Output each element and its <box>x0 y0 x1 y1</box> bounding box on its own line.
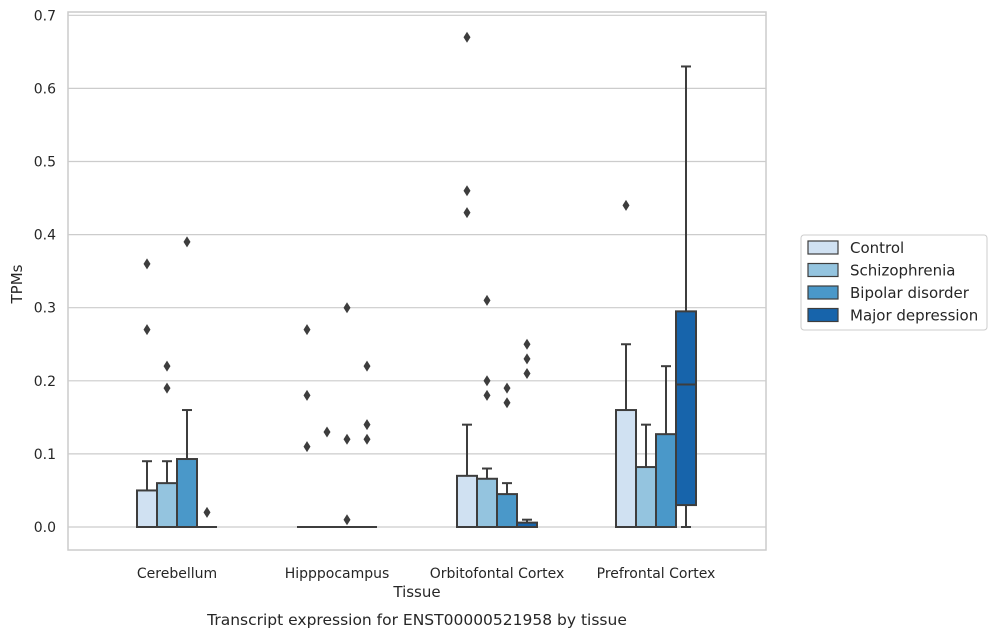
outlier-point <box>523 353 531 365</box>
outlier-point <box>483 389 491 401</box>
y-axis-title: TPMs <box>8 264 26 304</box>
box <box>317 426 337 528</box>
outlier-point <box>463 185 471 197</box>
box <box>197 506 217 528</box>
series-bipolar-disorder <box>176 236 677 529</box>
outlier-point <box>343 514 351 526</box>
y-tick-label: 0.5 <box>34 155 56 171</box>
y-axis-ticks: 0.0 0.1 0.2 0.3 0.4 0.5 0.6 0.7 <box>34 8 56 536</box>
x-axis-title: Tissue <box>392 583 440 601</box>
outlier-point <box>363 419 371 431</box>
legend: Control Schizophrenia Bipolar disorder Majo… <box>800 234 988 331</box>
box <box>176 236 198 528</box>
outlier-point <box>363 360 371 372</box>
legend-label: Major depression <box>850 307 978 325</box>
legend-swatch <box>807 285 839 300</box>
box-body <box>156 482 178 529</box>
x-tick-label: Cerebellum <box>137 566 217 582</box>
outlier-point <box>463 207 471 219</box>
x-tick-label: Hipppocampus <box>285 566 390 582</box>
series-control <box>136 31 637 529</box>
legend-items: Control Schizophrenia Bipolar disorder Majo… <box>807 239 978 325</box>
box-body <box>496 493 518 529</box>
box <box>136 258 158 529</box>
outlier-point <box>343 433 351 445</box>
y-tick-label: 0.2 <box>34 374 56 390</box>
box-body <box>655 433 677 528</box>
y-tick-label: 0.6 <box>34 81 56 97</box>
box-body <box>136 489 158 529</box>
box-body <box>456 474 478 528</box>
outlier-point <box>163 360 171 372</box>
legend-frame <box>800 234 988 331</box>
x-axis-ticks: Cerebellum Hipppocampus Orbitofontal Corte… <box>137 566 715 582</box>
outlier-point <box>503 382 511 394</box>
outlier-point <box>463 31 471 43</box>
legend-swatch <box>807 262 839 278</box>
outlier-point <box>303 324 311 336</box>
series-major-depression <box>197 65 697 529</box>
box <box>156 360 178 529</box>
box-body <box>635 466 657 529</box>
box-body <box>476 477 498 528</box>
box-body <box>176 458 198 528</box>
x-tick-label: Prefrontal Cortex <box>597 566 716 582</box>
y-tick-label: 0.3 <box>34 301 56 317</box>
plot-frame <box>67 11 767 551</box>
outlier-point <box>622 199 630 211</box>
outlier-point <box>523 367 531 379</box>
y-tick-label: 0.4 <box>34 228 56 244</box>
legend-swatch <box>807 307 839 323</box>
outlier-point <box>323 426 331 438</box>
legend-label: Schizophrenia <box>850 262 955 280</box>
outlier-point <box>343 302 351 314</box>
box <box>337 302 357 528</box>
legend-label: Control <box>850 239 904 257</box>
legend-label: Bipolar disorder <box>850 284 970 302</box>
box-groups <box>136 31 697 529</box>
outlier-point <box>203 506 211 518</box>
y-tick-label: 0.1 <box>34 447 56 463</box>
box <box>675 65 697 528</box>
outlier-point <box>303 389 311 401</box>
box <box>615 199 637 529</box>
outlier-point <box>143 324 151 336</box>
box-body <box>675 310 697 507</box>
legend-swatch <box>807 240 839 255</box>
outlier-point <box>483 375 491 387</box>
box-body <box>615 409 637 529</box>
outlier-point <box>483 294 491 306</box>
outlier-point <box>503 397 511 409</box>
y-tick-label: 0.7 <box>34 8 56 24</box>
outlier-point <box>163 382 171 394</box>
outlier-point <box>523 338 531 350</box>
box <box>496 382 518 529</box>
series-schizophrenia <box>156 294 657 529</box>
x-tick-label: Orbitofontal Cortex <box>430 566 565 582</box>
outlier-point <box>183 236 191 248</box>
outlier-point <box>143 258 151 270</box>
outlier-point <box>303 441 311 453</box>
box <box>297 324 317 528</box>
figure-caption: Transcript expression for ENST0000052195… <box>206 611 627 629</box>
box <box>357 360 377 528</box>
box <box>516 338 538 529</box>
outlier-point <box>363 433 371 445</box>
y-tick-label: 0.0 <box>34 520 56 536</box>
